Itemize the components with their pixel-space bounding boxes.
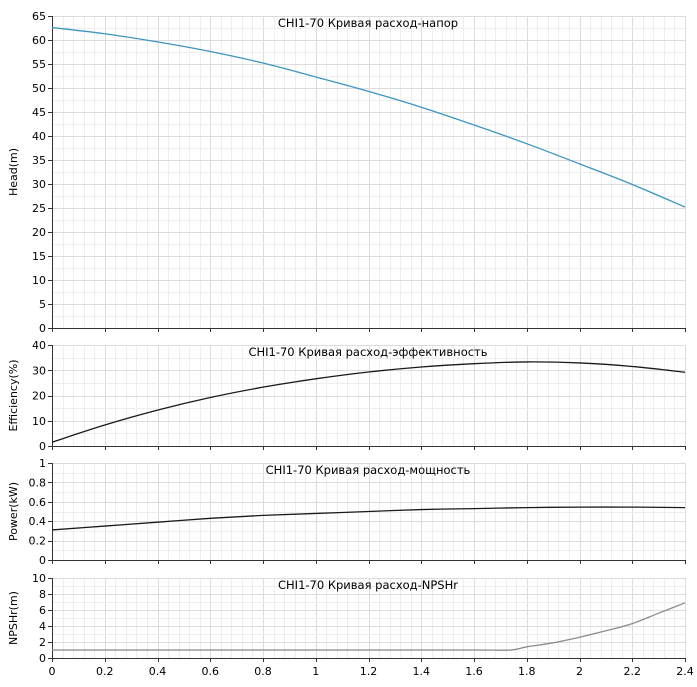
y-tick-label: 0: [39, 554, 46, 567]
y-tick-label: 35: [32, 154, 46, 167]
y-tick-label: 0.6: [29, 496, 47, 509]
x-tick-label: 2.2: [624, 665, 642, 678]
y-tick-label: 0: [39, 322, 46, 335]
x-tick-label: 1.6: [465, 665, 483, 678]
y-tick-label: 45: [32, 106, 46, 119]
y-tick-label: 2: [39, 636, 46, 649]
head-series-line: [51, 26, 686, 208]
npshr-series-line: [51, 602, 686, 651]
efficiency-series-line: [51, 361, 686, 443]
efficiency-panel: 0 10 20 30 40 CHI1-70 Кривая расход-эффективн…: [7, 339, 686, 453]
y-tick-label: 6: [39, 604, 46, 617]
y-tick-label: 8: [39, 588, 46, 601]
x-tick-label: 0.4: [149, 665, 167, 678]
y-tick-label: 20: [32, 390, 46, 403]
y-tick-label: 20: [32, 226, 46, 239]
npshr-chart-title: CHI1-70 Кривая расход-NPSHr: [278, 578, 458, 592]
x-tick-label: 2.4: [676, 665, 694, 678]
y-tick-label: 55: [32, 58, 46, 71]
y-tick-label: 60: [32, 34, 46, 47]
y-tick-label: 1: [39, 457, 46, 470]
power-series-line: [51, 506, 686, 531]
efficiency-y-axis-title: Efficiency(%): [7, 359, 20, 431]
head-y-axis-title: Head(m): [7, 148, 20, 196]
y-tick-label: 50: [32, 82, 46, 95]
y-tick-label: 0.8: [29, 476, 47, 489]
x-tick-label: 0.6: [202, 665, 220, 678]
y-tick-label: 10: [32, 415, 46, 428]
npshr-panel: 0 2 4 6 8 10 0 0.2 0.4 0.6 0.8 1 1.2 1.4 1.6 1.8 2 2.2 2.4…: [7, 572, 694, 678]
y-tick-label: 40: [32, 130, 46, 143]
x-tick-label: 1.8: [518, 665, 536, 678]
x-tick-label: 0.8: [254, 665, 272, 678]
y-tick-label: 0.2: [29, 535, 47, 548]
y-tick-label: 30: [32, 364, 46, 377]
power-panel: 0 0.2 0.4 0.6 0.8 1 CHI1-70 Кривая расход-мощн…: [7, 457, 686, 567]
y-tick-label: 15: [32, 250, 46, 263]
power-chart-title: CHI1-70 Кривая расход-мощность: [266, 463, 471, 477]
npshr-y-axis-title: NPSHr(m): [7, 591, 20, 645]
y-tick-label: 0.4: [29, 515, 47, 528]
y-tick-label: 65: [32, 10, 46, 23]
y-tick-label: 0: [39, 652, 46, 665]
y-tick-label: 10: [32, 572, 46, 585]
head-chart-title: CHI1-70 Кривая расход-напор: [278, 16, 458, 30]
head-panel: 0 5 10 15 20 25 30 35 40 45 50 55 60 65 CHI1-70 Кривая…: [7, 10, 686, 335]
x-tick-label: 2: [576, 665, 583, 678]
y-tick-label: 25: [32, 202, 46, 215]
y-tick-label: 40: [32, 339, 46, 352]
efficiency-chart-title: CHI1-70 Кривая расход-эффективность: [248, 345, 487, 359]
power-y-axis-title: Power(kW): [7, 482, 20, 541]
y-tick-label: 4: [39, 620, 46, 633]
x-tick-label: 1.4: [413, 665, 431, 678]
x-tick-label: 0.2: [96, 665, 114, 678]
x-tick-label: 1: [312, 665, 319, 678]
y-tick-label: 30: [32, 178, 46, 191]
y-tick-label: 10: [32, 274, 46, 287]
x-tick-label: 0: [49, 665, 56, 678]
y-tick-label: 5: [39, 298, 46, 311]
y-tick-label: 0: [39, 440, 46, 453]
x-tick-label: 1.2: [360, 665, 378, 678]
